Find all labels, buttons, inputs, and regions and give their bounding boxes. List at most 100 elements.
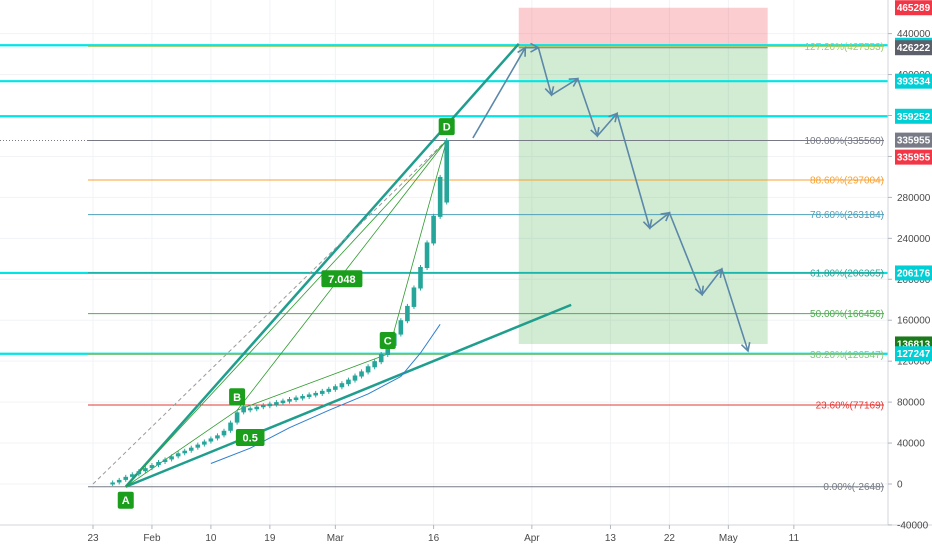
trend-line [92,139,448,485]
candle-body [221,430,227,436]
candle-body [418,266,423,289]
candle-body [365,366,371,373]
price-tag [895,108,932,124]
x-tick-label: 19 [264,533,276,544]
ratio-badge-label: 0.5 [243,432,258,444]
candle-body [385,344,391,356]
pattern-point-badge [379,332,396,350]
price-tag [895,132,932,148]
ratio-badge [235,428,265,446]
trend-line [387,140,448,355]
y-tick-label: 80000 [897,398,925,409]
price-tag-label: 335955 [897,136,931,147]
projection-arrowhead [530,42,541,53]
pattern-point-badge [229,388,246,406]
candle-body [280,400,286,404]
candle-body [352,375,358,381]
trend-lines[interactable] [92,43,572,488]
projection-arrowhead [713,267,723,279]
price-tag-label: 127247 [897,349,931,360]
pattern-point-label: B [233,392,241,404]
x-tick-label: 10 [205,533,217,544]
x-tick-label: 16 [428,533,440,544]
candle-body [215,435,220,439]
fib-level-label: 38.20%(126547) [810,350,884,361]
pattern-badges[interactable]: A B C D 7.048 0.5 [117,118,455,509]
trend-line [125,303,572,488]
trend-line [124,43,520,488]
projection-arrowhead [568,77,580,87]
take-profit-zone [518,47,768,344]
candle-body [405,305,410,322]
fib-level-label: 23.60%(77169) [816,401,884,412]
candle-body [372,361,377,368]
stop-loss-zone [518,7,768,48]
pattern-point-label: C [384,336,392,348]
position-tool[interactable] [518,7,768,344]
candle-body [202,441,207,445]
candle-body [378,354,384,363]
projection-arrowhead [740,341,751,353]
candle-body [293,397,299,401]
candle-body [346,379,351,385]
candle-body [339,383,345,388]
y-tick-label: 160000 [897,316,931,327]
projection-line [472,46,749,352]
candle-body [411,287,417,307]
price-tag [895,0,932,16]
candle-body [287,399,292,402]
price-tag [895,40,932,56]
pattern-point-label: A [122,495,130,507]
candle-body [326,388,332,392]
candle-body [398,320,404,335]
y-tick-label: 240000 [897,234,931,245]
candle-body [228,422,233,431]
candle-body [333,386,338,390]
projection-path[interactable] [472,42,751,353]
pattern-point-badge [438,118,455,136]
candle-body [444,140,449,203]
x-tick-label: 23 [87,533,99,544]
candle-body [136,471,142,475]
trend-line [125,139,447,487]
projection-arrowhead [590,126,600,138]
x-tick-label: Apr [524,533,540,544]
price-tag [895,265,932,281]
candle-body [424,242,430,269]
x-tick-label: Feb [143,533,161,544]
candle-body [175,453,181,457]
price-tag-label: 393534 [897,77,931,88]
projection-arrowhead [608,112,619,123]
trend-line [236,353,388,411]
candle-body [261,405,266,408]
x-tick-label: May [719,533,738,544]
y-tick-label: -40000 [897,520,929,531]
candle-body [162,459,168,462]
candle-body [300,395,305,399]
x-tick-label: 22 [664,533,676,544]
projection-arrowhead [660,211,671,222]
level-lines[interactable]: 127.20%(427553) 100.00%(335560) 88.60%(297… [0,42,888,493]
candle-body [130,474,135,477]
candle-body [110,482,115,485]
price-tag [895,346,932,362]
candle-body [182,450,187,454]
x-tick-label: 13 [605,533,617,544]
price-tag [895,73,932,89]
candle-body [241,406,246,413]
candle-body [254,406,260,410]
candle-body [267,403,273,407]
x-tick-label: Mar [327,533,345,544]
ratio-badge-label: 7.048 [328,274,356,286]
price-tag-label: 426222 [897,43,931,54]
candle-body [234,412,240,423]
candle-body [156,461,161,466]
projection-arrowhead [642,219,653,230]
pattern-point-badge [117,491,134,509]
candle-body [319,390,325,394]
trend-line [125,409,238,488]
candle-body [169,456,174,460]
price-tags: 4652894286144262223935343592523359553359… [895,0,932,362]
projection-arrowhead [694,285,705,297]
